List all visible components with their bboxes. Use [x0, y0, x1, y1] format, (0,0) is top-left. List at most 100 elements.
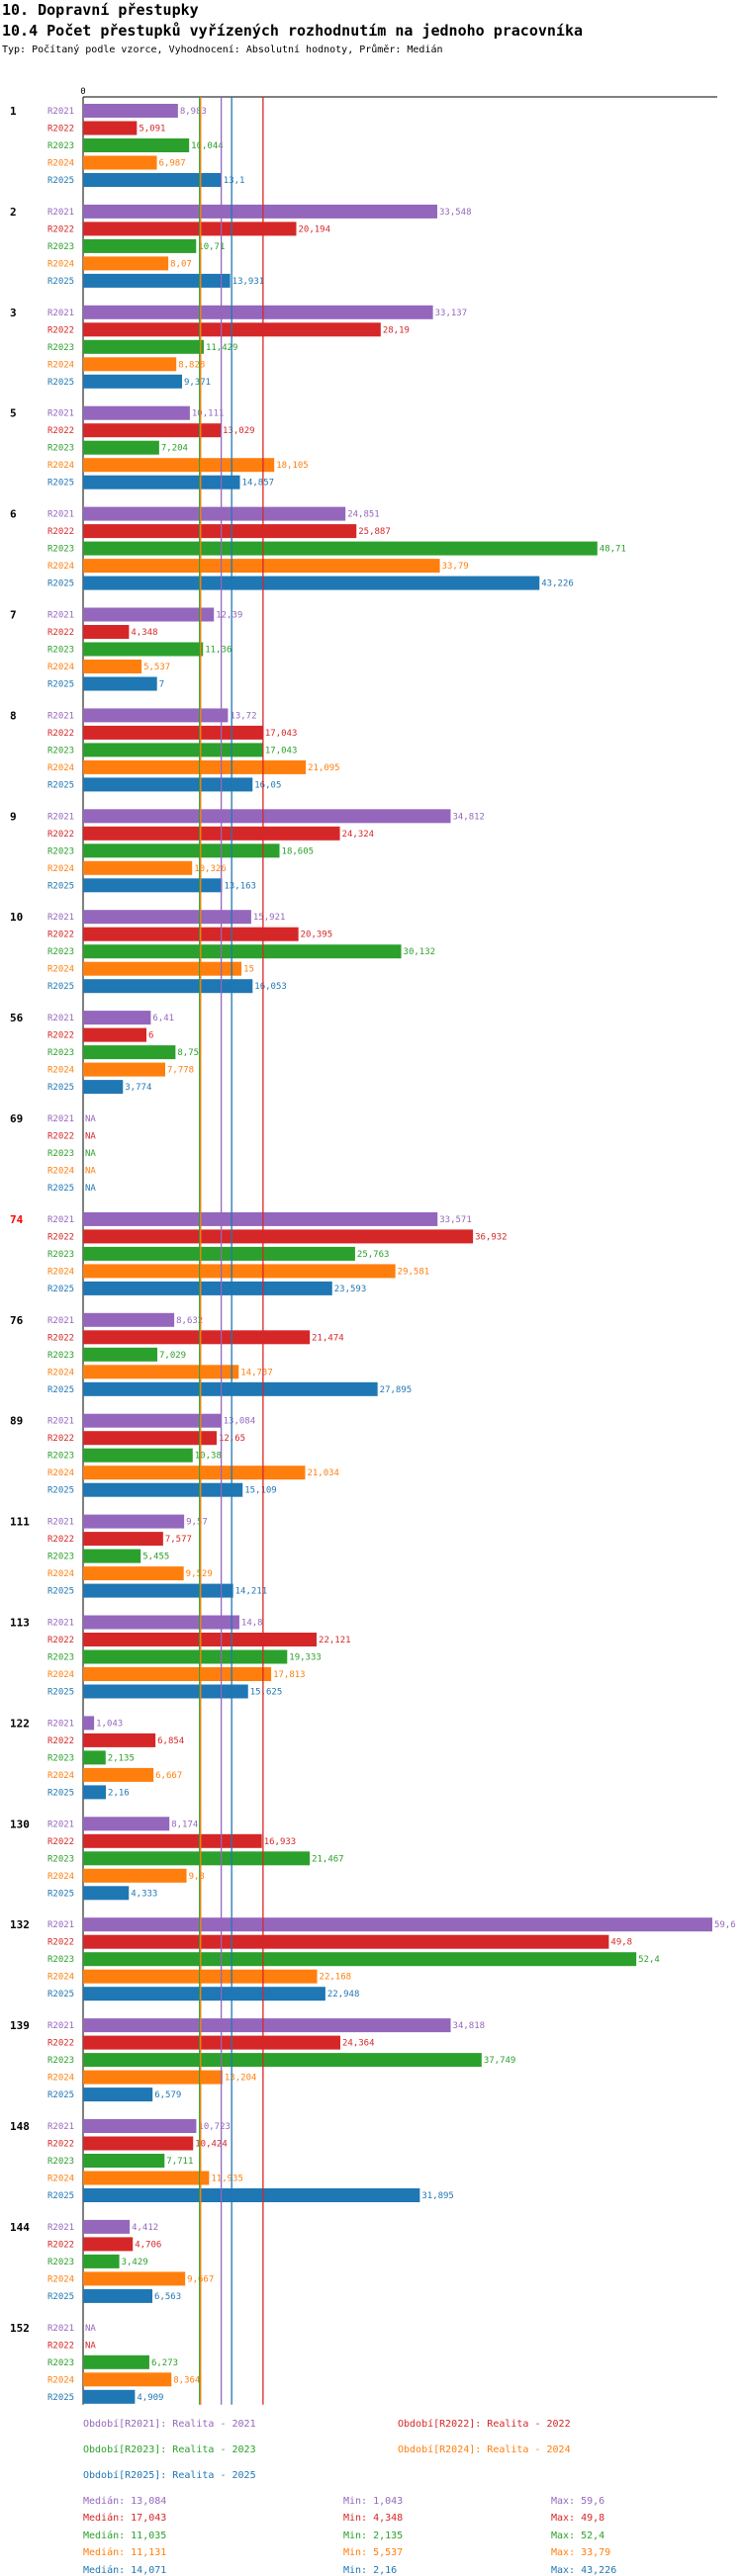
- bar: [83, 1732, 156, 1747]
- bar: [83, 2254, 120, 2268]
- group-label: 6: [10, 508, 17, 521]
- bar: [83, 423, 222, 438]
- legend-entry: Období[R2022]: Realita - 2022: [398, 2418, 571, 2430]
- bar: [83, 2053, 482, 2068]
- bar-value-label: 19,333: [289, 1653, 322, 1663]
- bar: [83, 256, 169, 271]
- bar: [83, 374, 182, 389]
- bar-value-label: 6: [148, 1031, 153, 1041]
- group-label: 132: [10, 1918, 30, 1931]
- series-label: R2023: [47, 2056, 74, 2066]
- group-label: 139: [10, 2019, 30, 2032]
- bar: [83, 1566, 184, 1581]
- bar-value-label: 15,921: [253, 913, 286, 923]
- bar: [83, 2188, 420, 2202]
- bar-value-label: 7,204: [161, 444, 188, 454]
- legend-entry: Období[R2025]: Realita - 2025: [83, 2469, 256, 2481]
- group-label: 130: [10, 1818, 30, 1830]
- group-label: 113: [10, 1617, 30, 1630]
- series-label: R2025: [47, 2191, 74, 2201]
- bar: [83, 660, 142, 673]
- bar: [83, 121, 138, 135]
- bar-value-label: 14,211: [235, 1587, 268, 1597]
- bar-value-label: 30,132: [404, 947, 436, 957]
- bar-value-label: NA: [85, 1184, 96, 1194]
- series-label: R2025: [47, 1688, 74, 1698]
- series-label: R2023: [47, 1250, 74, 1260]
- bar-value-label: 34,818: [453, 2021, 486, 2031]
- bar-value-label: 12,39: [216, 611, 242, 621]
- bar-value-label: 14,857: [242, 479, 275, 489]
- bar-value-label: 6,563: [154, 2292, 181, 2302]
- series-label: R2025: [47, 1285, 74, 1294]
- bar-value-label: 28,19: [383, 325, 410, 335]
- series-label: R2023: [47, 141, 74, 151]
- series-label: R2024: [47, 1973, 74, 1983]
- series-label: R2021: [47, 611, 74, 621]
- bar-value-label: 33,548: [439, 208, 472, 218]
- series-label: R2022: [47, 2039, 74, 2049]
- series-label: R2021: [47, 309, 74, 318]
- series-label: R2025: [47, 176, 74, 186]
- bar-value-label: 21,095: [308, 763, 340, 773]
- series-label: R2024: [47, 1368, 74, 1377]
- bar-value-label: 6,987: [159, 159, 186, 169]
- bar-value-label: 3,774: [125, 1083, 151, 1093]
- bar: [83, 1365, 239, 1379]
- bar: [83, 405, 190, 420]
- group-label: 69: [10, 1112, 23, 1125]
- series-label: R2024: [47, 1167, 74, 1177]
- stat-min: Min: 4,348: [343, 2513, 404, 2525]
- series-label: R2024: [47, 965, 74, 975]
- bar: [83, 1448, 193, 1463]
- bar: [83, 607, 215, 622]
- bar: [83, 173, 222, 187]
- series-label: R2024: [47, 562, 74, 572]
- series-label: R2024: [47, 1771, 74, 1781]
- series-label: R2024: [47, 259, 74, 269]
- bar: [83, 1080, 124, 1095]
- legend-entry: Období[R2024]: Realita - 2024: [398, 2443, 571, 2455]
- bar: [83, 104, 178, 118]
- series-label: R2025: [47, 1385, 74, 1395]
- bar-value-label: 37,749: [484, 2056, 516, 2066]
- series-label: R2025: [47, 1486, 74, 1496]
- bar: [83, 927, 299, 941]
- bar-value-label: 8,75: [177, 1048, 199, 1058]
- group-label: 148: [10, 2120, 30, 2133]
- series-label: R2021: [47, 2324, 74, 2334]
- series-label: R2022: [47, 1837, 74, 1847]
- stat-max: Max: 49,8: [551, 2513, 605, 2525]
- bar: [83, 1750, 106, 1765]
- bar: [83, 357, 177, 372]
- bar: [83, 1330, 311, 1345]
- bar: [83, 1785, 107, 1800]
- bar: [83, 1615, 239, 1630]
- bar: [83, 2171, 210, 2185]
- bar-value-label: 25,887: [358, 527, 391, 537]
- bar-value-label: 15,109: [244, 1486, 277, 1496]
- bar-value-label: NA: [85, 1132, 96, 1142]
- bar-value-label: 23,593: [334, 1285, 367, 1294]
- bar-value-label: 8,828: [178, 360, 205, 370]
- series-label: R2021: [47, 2021, 74, 2031]
- stat-median: Medián: 17,043: [83, 2513, 167, 2525]
- bar: [83, 1062, 166, 1077]
- bar-value-label: 4,348: [131, 628, 157, 638]
- series-label: R2021: [47, 1920, 74, 1930]
- series-label: R2024: [47, 461, 74, 471]
- series-label: R2022: [47, 1636, 74, 1645]
- bar-value-label: 6,579: [154, 2090, 181, 2100]
- series-label: R2023: [47, 1653, 74, 1663]
- stat-max: Max: 52,4: [551, 2530, 605, 2541]
- series-label: R2024: [47, 1066, 74, 1076]
- series-label: R2023: [47, 1048, 74, 1058]
- series-label: R2023: [47, 1149, 74, 1159]
- bar: [83, 506, 346, 521]
- bar: [83, 238, 197, 253]
- bar: [83, 2154, 165, 2168]
- stat-median: Medián: 11,035: [83, 2530, 167, 2541]
- bar-value-label: 49,8: [610, 1938, 632, 1948]
- bar-value-label: 7,029: [159, 1351, 186, 1361]
- bar: [83, 2136, 194, 2151]
